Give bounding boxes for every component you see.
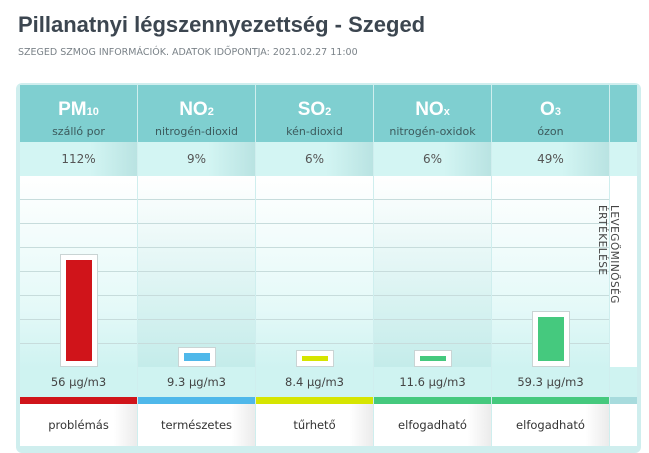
pollutant-name: nitrogén-dioxid [154,125,239,138]
pollutant-rating: elfogadható [374,404,491,446]
pollutant-bar [65,260,92,361]
page-title: Pillanatnyi légszennyezettség - Szeged [18,12,426,37]
rating-color-strip [138,397,255,404]
side-column [610,85,637,447]
pollutant-symbol: O3 [540,99,561,120]
bar-frame [177,347,216,367]
pollutant-column: NOx nitrogén-oxidok 6% 11.6 µg/m3 elfogad… [374,85,491,447]
pollutant-value: 8.4 µg/m3 [256,367,373,397]
pollutant-name: kén-dioxid [286,125,343,138]
pollutant-percent: 6% [256,142,373,176]
pollutant-value: 11.6 µg/m3 [374,367,491,397]
bar-area [374,176,491,367]
bar-area [256,176,373,367]
pollutant-bar [419,356,446,361]
bar-area [138,176,255,367]
pollutant-symbol: NOx [415,99,450,120]
pollutant-column: SO2 kén-dioxid 6% 8.4 µg/m3 tűrhető [256,85,373,447]
pollutant-percent: 112% [20,142,137,176]
side-label: LEVEGŐMINŐSÉG ÉRTÉKELÉSE [596,205,620,304]
pollutant-rating: természetes [138,404,255,446]
pollutant-percent: 9% [138,142,255,176]
subtitle: SZEGED SZMOG INFORMÁCIÓK. ADATOK IDŐPONT… [18,47,358,58]
pollutant-percent: 49% [492,142,609,176]
pollutant-symbol: NO2 [179,99,214,120]
pollutant-column: O3 ózon 49% 59.3 µg/m3 elfogadható [492,85,609,447]
bar-frame [531,311,570,367]
pollutant-percent: 6% [374,142,491,176]
pollutant-rating: problémás [20,404,137,446]
pollutant-symbol: SO2 [297,99,332,120]
bar-frame [59,254,98,367]
bar-area [20,176,137,367]
pollutant-bar [537,317,564,361]
pollutant-bar [301,356,328,361]
rating-color-strip [492,397,609,404]
bar-frame [413,350,452,367]
pollutant-column: NO2 nitrogén-dioxid 9% 9.3 µg/m3 természe… [138,85,255,447]
pollutant-name: ózon [537,125,564,138]
pollutant-name: szálló por [52,125,105,138]
pollutant-value: 9.3 µg/m3 [138,367,255,397]
bar-area [492,176,609,367]
pollutant-symbol: PM10 [58,99,99,120]
pollutant-rating: tűrhető [256,404,373,446]
rating-color-strip [20,397,137,404]
pollutant-name: nitrogén-oxidok [389,125,476,138]
pollutant-bar [183,353,210,361]
pollutant-value: 59.3 µg/m3 [492,367,609,397]
air-quality-panel: PM10 szálló por 112% 56 µg/m3 problémás NO… [16,83,641,453]
pollutant-column: PM10 szálló por 112% 56 µg/m3 problémás [20,85,137,447]
pollutant-rating: elfogadható [492,404,609,446]
rating-color-strip [256,397,373,404]
bar-frame [295,350,334,367]
pollutant-value: 56 µg/m3 [20,367,137,397]
rating-color-strip [374,397,491,404]
